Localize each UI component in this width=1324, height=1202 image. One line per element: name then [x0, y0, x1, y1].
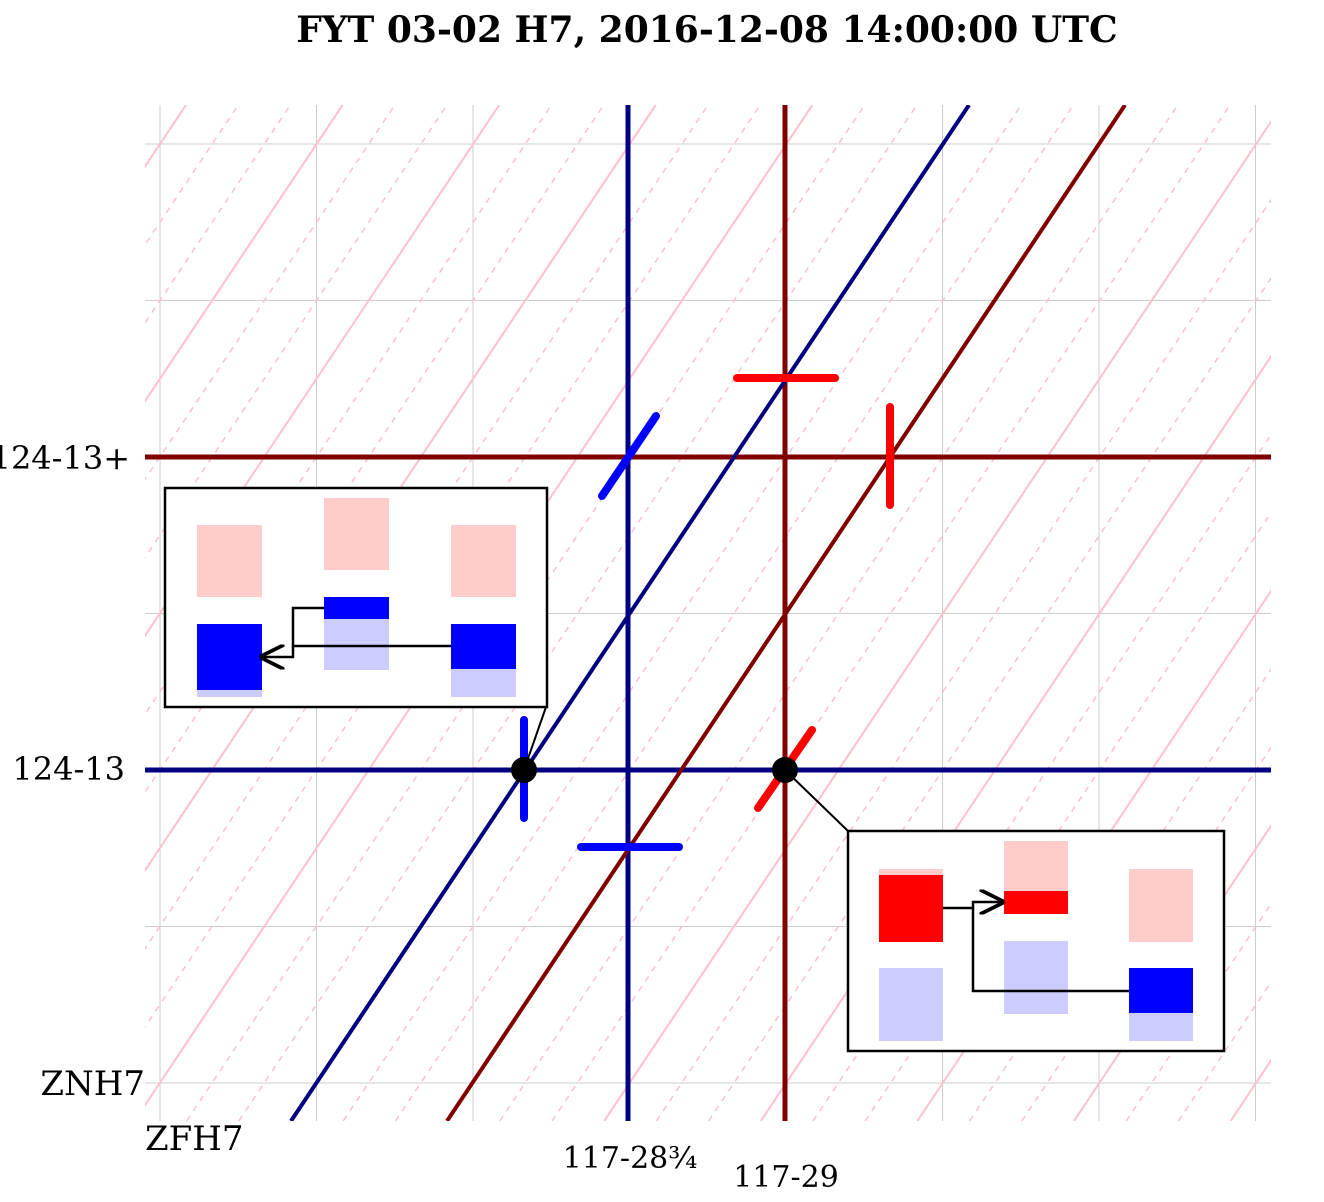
x-label-left: 117-28¾ — [563, 1141, 698, 1176]
inset-right-arrow-top — [943, 902, 1002, 908]
inset-left-pink-box-1 — [197, 525, 262, 597]
inset-left-pink-box-2 — [324, 498, 389, 570]
pink-diagonal-dashed — [1283, 105, 1324, 1121]
inset-right-blue-box-3 — [1129, 968, 1193, 1013]
inset-right-pink-box-3 — [1129, 869, 1193, 942]
left-inset — [163, 486, 549, 709]
inset-right-red-box-1 — [879, 875, 943, 942]
inset-right-red-box-2 — [1004, 891, 1068, 914]
y-label-high: 124-13+ — [0, 439, 130, 477]
inset-left-arrow — [291, 606, 451, 648]
inset-left-arrow-to-box1 — [262, 646, 295, 657]
chart-title: FYT 03-02 H7, 2016-12-08 14:00:00 UTC — [296, 9, 1117, 51]
y-axis-name: ZNH7 — [40, 1064, 145, 1104]
inset-left-blue-box-3 — [451, 624, 516, 669]
pink-diagonal-dashed — [0, 105, 134, 1121]
y-label-low: 124-13 — [12, 750, 125, 788]
pink-diagonal-solid — [0, 105, 29, 1121]
inset-right-lightblue-box-2 — [1004, 941, 1068, 1014]
inset-right-arrow-bottom — [971, 908, 1129, 993]
x-label-right: 117-29 — [733, 1160, 839, 1195]
pink-diagonal-solid — [145, 105, 501, 638]
x-axis-name: ZFH7 — [145, 1119, 244, 1159]
pink-diagonal-solid — [145, 105, 344, 403]
right-point — [772, 757, 798, 783]
right-connector-line — [784, 769, 849, 832]
right-inset — [846, 829, 1226, 1053]
left-point — [511, 757, 537, 783]
pink-diagonal-solid — [603, 119, 1271, 1121]
inset-left-pink-box-3 — [451, 525, 516, 597]
dark-blue-diagonal-line — [289, 105, 971, 1121]
inset-left-blue-box-2 — [324, 597, 389, 619]
inset-left-blue-box-1 — [197, 624, 262, 690]
pink-diagonal-dashed — [0, 105, 82, 1121]
dark-red-diagonal-line — [445, 105, 1127, 1121]
blue-diagonal-tick — [598, 412, 660, 500]
inset-right-lightblue-box-1 — [879, 968, 943, 1041]
